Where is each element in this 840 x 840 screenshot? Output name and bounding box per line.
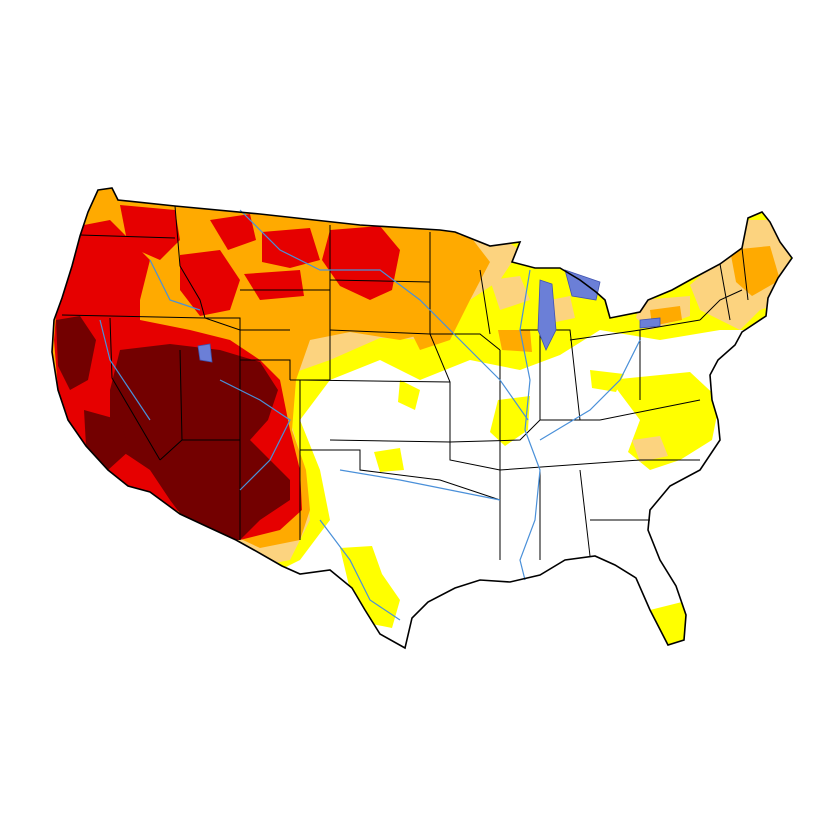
lakes [197, 269, 661, 363]
drought-layers [52, 188, 792, 648]
rivers [99, 209, 641, 621]
